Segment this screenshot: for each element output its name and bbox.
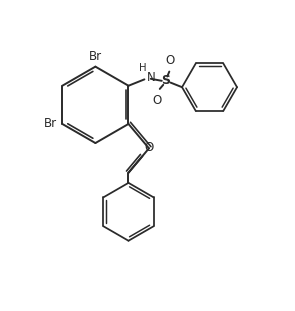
Text: N: N <box>147 72 155 84</box>
Text: O: O <box>144 142 153 154</box>
Text: Br: Br <box>44 118 57 130</box>
Text: O: O <box>165 54 174 67</box>
Text: O: O <box>153 94 162 107</box>
Text: H: H <box>139 63 147 73</box>
Text: Br: Br <box>89 50 102 63</box>
Text: S: S <box>162 74 171 87</box>
